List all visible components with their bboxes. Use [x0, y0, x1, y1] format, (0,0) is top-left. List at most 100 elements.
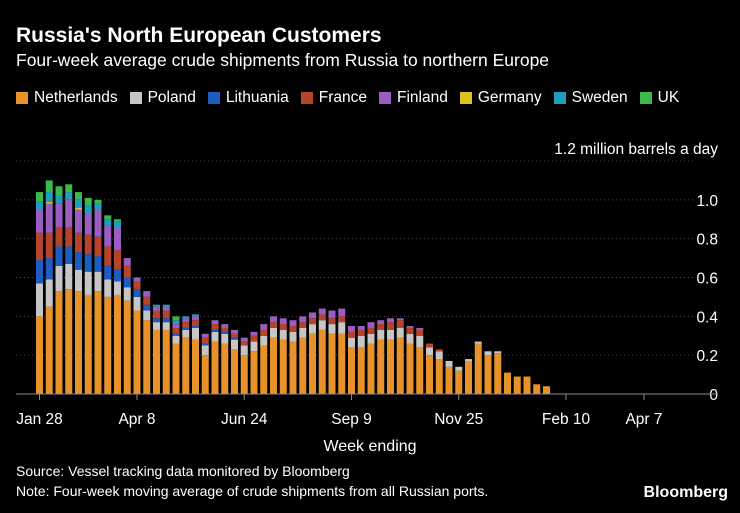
bar-segment [377, 324, 385, 330]
bar-segment [338, 308, 346, 317]
bar-segment [123, 277, 131, 288]
bar-segment [133, 310, 141, 394]
bar-segment [328, 333, 336, 394]
bar-segment [260, 324, 268, 330]
bar-segment [114, 269, 121, 282]
bar-segment [153, 310, 160, 319]
bar-segment [309, 318, 316, 325]
bar-segment [543, 386, 550, 394]
bar-segment [416, 329, 424, 336]
legend-item: Germany [459, 88, 542, 107]
bar-segment [406, 326, 414, 328]
x-tick-label: Jun 24 [221, 411, 268, 428]
bar-segment [114, 294, 121, 394]
bar-segment [406, 343, 414, 394]
bar-segment [435, 351, 443, 360]
bar-segment [396, 327, 404, 338]
bar-segment [367, 333, 375, 344]
bar-segment [153, 318, 160, 323]
bar-segment [153, 322, 160, 330]
bar-segment [104, 296, 112, 394]
bar-segment [494, 351, 502, 354]
bar-segment [75, 192, 82, 200]
bar-segment [299, 327, 307, 338]
bar-segment [45, 279, 53, 307]
bar-segment [123, 287, 131, 301]
bar-segment [172, 316, 180, 321]
bar-segment [36, 232, 43, 261]
bar-segment [250, 331, 258, 336]
bar-segment [250, 351, 258, 394]
bar-segment [94, 291, 102, 394]
bar-segment [65, 227, 73, 247]
bloomberg-logo: Bloomberg [643, 484, 728, 501]
bar-segment [192, 327, 199, 340]
bar-segment [387, 322, 394, 330]
bar-segment [36, 283, 43, 317]
bar-segment [45, 201, 53, 204]
y-unit-label: 1.2 million barrels a day [554, 141, 718, 158]
bar-segment [84, 234, 92, 255]
bar-segment [104, 225, 112, 247]
bar-segment [406, 327, 414, 334]
bar-segment [396, 318, 404, 321]
chart-subtitle: Four-week average crude shipments from R… [16, 50, 550, 70]
bar-segment [114, 221, 121, 228]
bar-segment [55, 265, 63, 292]
x-tick-label: Apr 8 [118, 411, 155, 428]
x-tick-label: Feb 10 [542, 411, 591, 428]
bar-segment [75, 232, 82, 253]
legend-swatch [129, 91, 142, 104]
legend-swatch [639, 91, 652, 104]
bar-segment [387, 339, 394, 394]
bar-segment [377, 329, 385, 340]
bar-segment [231, 333, 238, 338]
bar-segment [162, 329, 170, 394]
bar-segment [55, 186, 63, 196]
bar-segment [75, 199, 82, 208]
bar-segment [36, 192, 43, 202]
bar-segment [104, 246, 112, 266]
bar-segment [65, 263, 73, 290]
bar-segment [328, 310, 336, 319]
y-tick-label: 0.8 [696, 232, 718, 249]
bar-segment [133, 289, 141, 297]
bar-segment [65, 289, 73, 394]
bar-segment [153, 306, 160, 311]
legend-label: Poland [147, 89, 196, 106]
bar-segment [36, 316, 43, 394]
bar-segment [172, 343, 180, 394]
bar-segment [348, 337, 355, 348]
bar-segment [45, 192, 53, 202]
bar-segment [465, 360, 472, 394]
bar-segment [270, 327, 277, 338]
bar-segment [211, 324, 219, 330]
x-tick-label: Sep 9 [331, 411, 372, 428]
x-tick-label: Nov 25 [434, 411, 483, 428]
bar-segment [357, 347, 365, 394]
bar-segment [279, 324, 287, 330]
legend-label: Netherlands [34, 89, 118, 106]
bar-segment [250, 341, 258, 352]
bar-segment [55, 203, 63, 228]
bar-segment [201, 345, 209, 356]
bar-segment [348, 347, 355, 394]
legend-swatch [16, 91, 28, 104]
bar-segment [406, 333, 414, 344]
bar-segment [299, 322, 307, 328]
x-tick-label: Apr 7 [625, 411, 662, 428]
bar-segment [270, 316, 277, 323]
bar-segment [435, 349, 443, 352]
bar-segment [94, 199, 102, 204]
bar-segment [435, 359, 443, 394]
bar-segment [45, 180, 53, 193]
bar-segment [192, 320, 199, 327]
bar-segment [123, 300, 131, 394]
bar-segment [182, 316, 190, 319]
bar-segment [367, 322, 375, 328]
y-tick-label: 0 [709, 387, 718, 404]
bar-segment [289, 331, 297, 342]
legend-item: France [300, 88, 367, 107]
legend-label: Finland [397, 89, 448, 106]
